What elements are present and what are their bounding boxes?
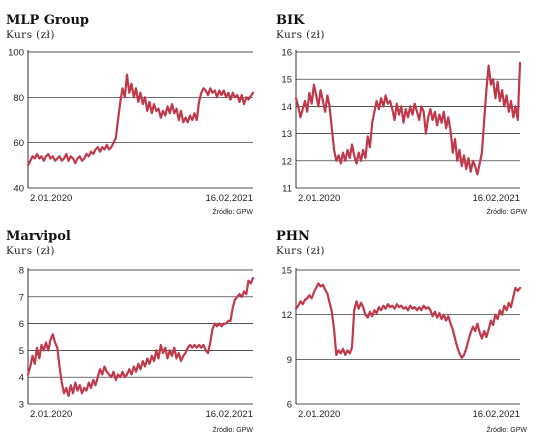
chart-subtitle: Kurs (zł) [6,29,55,41]
x-tick-end: 16.02.2021 [472,409,520,420]
y-tick-label: 16 [281,48,292,59]
x-tick-end: 16.02.2021 [205,409,253,420]
chart-panel-marvipol: Marvipol Kurs (zł) 3 4 5 6 7 8 2.01.2020 16.0… [6,229,255,434]
y-tick-label: 4 [19,373,24,384]
source-label: Źródło: GPW [213,425,254,434]
chart-title: PHN [276,229,310,244]
y-tick-label: 7 [19,292,24,303]
y-tick-label: 14 [281,102,292,113]
y-tick-label: 12 [281,156,292,167]
chart-panel-phn: PHN Kurs (zł) 6 9 12 15 2.01.2020 16.02.202… [276,229,527,434]
source-label: Źródło: GPW [487,425,528,434]
y-tick-label: 5 [19,346,24,357]
y-tick-label: 15 [281,266,292,277]
price-line [294,282,522,359]
y-tick-label: 9 [287,355,292,366]
y-tick-label: 60 [13,138,24,149]
x-tick-end: 16.02.2021 [205,193,253,204]
plot-area: 11 12 13 14 15 16 [281,48,522,195]
y-tick-label: 12 [281,310,292,321]
price-line [26,73,255,167]
source-label: Źródło: GPW [487,207,528,216]
y-tick-label: 15 [281,75,292,86]
chart-subtitle: Kurs (zł) [276,245,325,257]
y-tick-label: 80 [13,93,24,104]
x-tick-end: 16.02.2021 [472,193,520,204]
chart-title: BIK [276,13,305,28]
x-tick-start: 2.01.2020 [30,193,72,204]
y-tick-label: 13 [281,129,292,140]
chart-subtitle: Kurs (zł) [276,29,325,41]
y-tick-label: 40 [13,184,24,195]
source-label: Źródło: GPW [213,207,254,216]
plot-area: 6 9 12 15 [281,266,522,411]
y-tick-label: 11 [282,184,292,195]
chart-title: MLP Group [6,13,89,28]
chart-panel-bik: BIK Kurs (zł) 11 12 13 14 15 16 2.01.2020 16.… [276,13,527,216]
plot-area: 40 60 80 100 [8,48,255,195]
chart-title: Marvipol [6,229,71,244]
y-tick-label: 6 [287,400,292,411]
x-tick-start: 2.01.2020 [298,409,340,420]
y-tick-label: 8 [19,266,24,277]
plot-area: 3 4 5 6 7 8 [19,266,255,411]
price-line [294,61,522,176]
price-line [26,276,255,398]
y-tick-label: 100 [8,48,24,59]
y-tick-label: 6 [19,319,24,330]
x-tick-start: 2.01.2020 [30,409,72,420]
y-tick-label: 3 [19,400,24,411]
x-tick-start: 2.01.2020 [298,193,340,204]
chart-subtitle: Kurs (zł) [6,245,55,257]
